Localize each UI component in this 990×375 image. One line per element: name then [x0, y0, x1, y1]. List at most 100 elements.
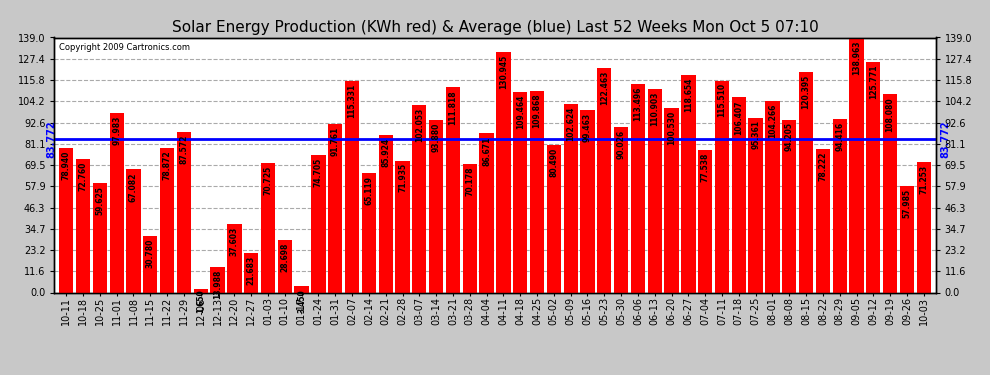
Text: 70.725: 70.725 — [263, 165, 272, 195]
Text: 28.698: 28.698 — [280, 243, 289, 272]
Bar — [849, 38, 863, 292]
Text: 21.683: 21.683 — [247, 255, 255, 285]
Bar — [799, 72, 813, 292]
Text: Copyright 2009 Cartronics.com: Copyright 2009 Cartronics.com — [58, 43, 190, 52]
Bar — [260, 163, 275, 292]
Text: 77.538: 77.538 — [701, 153, 710, 182]
Bar — [647, 89, 662, 292]
Bar — [698, 150, 713, 292]
Bar — [328, 124, 343, 292]
Bar — [228, 224, 242, 292]
Text: 94.205: 94.205 — [785, 122, 794, 152]
Bar — [462, 164, 477, 292]
Bar — [76, 159, 90, 292]
Text: 30.780: 30.780 — [146, 239, 154, 268]
Bar — [361, 173, 376, 292]
Bar — [277, 240, 292, 292]
Text: 109.868: 109.868 — [533, 94, 542, 128]
Text: 118.654: 118.654 — [684, 78, 693, 112]
Bar — [194, 290, 208, 292]
Bar — [144, 236, 157, 292]
Text: 94.416: 94.416 — [836, 122, 844, 151]
Text: 86.671: 86.671 — [482, 136, 491, 166]
Bar — [479, 134, 494, 292]
Bar — [816, 149, 830, 292]
Bar — [631, 84, 645, 292]
Bar — [917, 162, 931, 292]
Bar — [833, 119, 846, 292]
Text: 83.772: 83.772 — [940, 120, 950, 158]
Text: 125.771: 125.771 — [869, 64, 878, 99]
Bar — [378, 135, 393, 292]
Bar — [765, 101, 779, 292]
Text: 115.331: 115.331 — [347, 84, 356, 118]
Text: 72.760: 72.760 — [78, 162, 87, 191]
Text: 102.624: 102.624 — [566, 107, 575, 141]
Bar — [412, 105, 427, 292]
Bar — [446, 87, 460, 292]
Text: 138.963: 138.963 — [852, 40, 861, 75]
Bar — [900, 186, 914, 292]
Bar — [513, 92, 528, 292]
Bar — [93, 183, 107, 292]
Text: 93.880: 93.880 — [432, 123, 441, 152]
Text: 57.985: 57.985 — [903, 189, 912, 218]
Text: 71.253: 71.253 — [920, 165, 929, 194]
Bar — [110, 113, 124, 292]
Bar — [664, 108, 679, 292]
Bar — [59, 148, 73, 292]
Bar — [311, 156, 326, 292]
Bar — [563, 104, 578, 292]
Text: 97.983: 97.983 — [112, 116, 121, 145]
Text: 120.395: 120.395 — [802, 74, 811, 109]
Text: 91.761: 91.761 — [331, 127, 340, 156]
Text: 3.450: 3.450 — [297, 289, 306, 313]
Text: 78.940: 78.940 — [61, 150, 70, 180]
Bar — [127, 170, 141, 292]
Text: 71.935: 71.935 — [398, 163, 407, 192]
Text: 111.818: 111.818 — [448, 90, 457, 125]
Text: 1.650: 1.650 — [196, 289, 205, 313]
Bar — [177, 132, 191, 292]
Title: Solar Energy Production (KWh red) & Average (blue) Last 52 Weeks Mon Oct 5 07:10: Solar Energy Production (KWh red) & Aver… — [171, 20, 819, 35]
Bar — [530, 91, 544, 292]
Text: 70.178: 70.178 — [465, 166, 474, 196]
Bar — [245, 253, 258, 292]
Bar — [715, 81, 730, 292]
Text: 80.490: 80.490 — [549, 148, 558, 177]
Text: 59.625: 59.625 — [95, 186, 104, 215]
Bar — [496, 52, 511, 292]
Text: 90.026: 90.026 — [617, 130, 626, 159]
Text: 83.772: 83.772 — [47, 120, 56, 158]
Text: 115.510: 115.510 — [718, 83, 727, 117]
Text: 122.463: 122.463 — [600, 70, 609, 105]
Bar — [211, 267, 225, 292]
Bar — [748, 117, 762, 292]
Text: 65.119: 65.119 — [364, 176, 373, 205]
Text: 74.705: 74.705 — [314, 158, 323, 188]
Bar — [546, 145, 561, 292]
Text: 106.407: 106.407 — [735, 100, 743, 135]
Bar — [395, 160, 410, 292]
Bar — [732, 97, 745, 292]
Bar — [597, 68, 612, 292]
Text: 95.361: 95.361 — [751, 120, 760, 149]
Text: 37.603: 37.603 — [230, 226, 239, 255]
Bar — [160, 148, 174, 292]
Text: 130.945: 130.945 — [499, 55, 508, 89]
Text: 113.496: 113.496 — [634, 87, 643, 122]
Bar — [345, 81, 359, 292]
Text: 67.082: 67.082 — [129, 172, 138, 202]
Bar — [294, 286, 309, 292]
Bar — [883, 94, 897, 292]
Text: 87.572: 87.572 — [179, 135, 188, 164]
Bar — [681, 75, 696, 292]
Text: 99.463: 99.463 — [583, 113, 592, 142]
Text: 78.872: 78.872 — [162, 150, 171, 180]
Text: 104.266: 104.266 — [768, 104, 777, 138]
Text: 78.222: 78.222 — [819, 152, 828, 181]
Text: 102.053: 102.053 — [415, 108, 424, 142]
Bar — [429, 120, 444, 292]
Text: 109.464: 109.464 — [516, 94, 525, 129]
Text: 100.530: 100.530 — [667, 111, 676, 145]
